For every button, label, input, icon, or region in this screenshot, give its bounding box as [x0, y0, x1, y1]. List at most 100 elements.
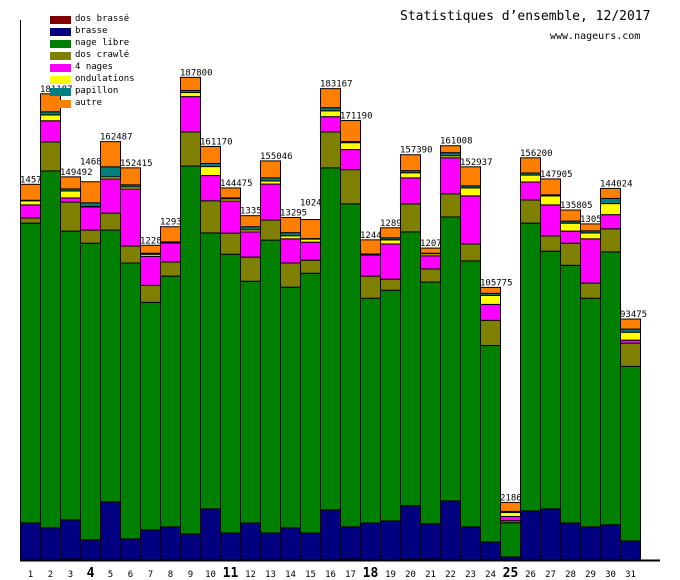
- bar-segment-dos-crawl-: [260, 219, 281, 241]
- bar-segment-autre: [620, 318, 641, 330]
- bar-segment-4-nages: [520, 181, 541, 201]
- bar-segment-4-nages: [100, 178, 121, 214]
- legend-label: dos brassé: [75, 14, 130, 24]
- bar-segment-4-nages: [180, 96, 201, 133]
- bar-segment-brasse: [340, 526, 361, 560]
- bar-segment-dos-crawl-: [340, 169, 361, 205]
- x-tick-label: 12: [245, 570, 256, 580]
- x-tick-label: 10: [205, 570, 216, 580]
- x-tick-label: 25: [503, 566, 519, 580]
- bar-total-label: 93475: [620, 310, 647, 320]
- bar-segment-brasse: [480, 541, 501, 561]
- bar-segment-ondulations: [180, 92, 201, 98]
- bar-segment-brasse: [200, 508, 221, 561]
- bar-segment-ondulations: [520, 174, 541, 183]
- bar-segment-brasse: [120, 538, 141, 561]
- bar-segment-4-nages: [260, 183, 281, 221]
- bar-segment-dos-crawl-: [360, 275, 381, 299]
- bar-segment-autre: [520, 157, 541, 174]
- bar-segment-dos-crawl-: [100, 212, 121, 231]
- bar-segment-ondulations: [600, 203, 621, 216]
- bar-segment-brasse: [380, 520, 401, 561]
- bar-total-label: 1024: [300, 199, 322, 209]
- bar-segment-dos-crawl-: [520, 199, 541, 224]
- bar-segment-4-nages: [380, 243, 401, 280]
- bar-segment-brasse: [320, 509, 341, 561]
- bar-segment-nage-libre: [420, 281, 441, 525]
- bar-segment-nage-libre: [60, 230, 81, 521]
- x-tick-label: 24: [485, 570, 496, 580]
- bar-segment-autre: [160, 226, 181, 243]
- bar-segment-4-nages: [600, 214, 621, 230]
- bar-segment-brasse: [240, 522, 261, 561]
- bar-segment-dos-crawl-: [180, 131, 201, 167]
- bar-segment-autre: [220, 187, 241, 199]
- bar-total-label: 147905: [540, 170, 573, 180]
- bar-segment-autre: [320, 88, 341, 109]
- bar-segment-autre: [140, 244, 161, 254]
- bar-segment-4-nages: [120, 188, 141, 247]
- x-tick-label: 13: [265, 570, 276, 580]
- bar-segment-autre: [20, 183, 41, 201]
- legend-swatch: [50, 76, 71, 84]
- bar-segment-ondulations: [60, 190, 81, 199]
- bar-total-label: 135805: [560, 201, 593, 211]
- bar-segment-brasse: [540, 508, 561, 561]
- bar-segment-autre: [580, 223, 601, 232]
- bar-segment-autre: [500, 501, 521, 512]
- bar-segment-dos-crawl-: [20, 217, 41, 224]
- bar-segment-dos-crawl-: [220, 232, 241, 255]
- bar-segment-nage-libre: [560, 264, 581, 524]
- bar-segment-brasse: [580, 526, 601, 561]
- bar-segment-brasse: [40, 527, 61, 561]
- bar-segment-autre: [360, 239, 381, 255]
- bar-segment-nage-libre: [300, 272, 321, 534]
- bar-segment-autre: [300, 219, 321, 240]
- bar-segment-nage-libre: [20, 222, 41, 524]
- bar-segment-autre: [80, 181, 101, 204]
- bar-segment-brasse: [520, 510, 541, 561]
- bar-segment-4-nages: [360, 254, 381, 277]
- bar-segment-nage-libre: [200, 232, 221, 510]
- bar-total-label: 1457: [20, 175, 42, 185]
- x-tick-label: 23: [465, 570, 476, 580]
- x-tick-label: 3: [68, 570, 73, 580]
- x-tick-label: 26: [525, 570, 536, 580]
- bar-total-label: 157390: [400, 146, 433, 156]
- bar-segment-4-nages: [300, 241, 321, 261]
- legend-label: nage libre: [75, 38, 130, 48]
- bar-segment-4-nages: [240, 231, 261, 258]
- bar-segment-nage-libre: [520, 222, 541, 512]
- bar-segment-nage-libre: [280, 286, 301, 529]
- bar-segment-dos-crawl-: [560, 242, 581, 266]
- bar-segment-4-nages: [80, 206, 101, 231]
- bar-segment-brasse: [80, 539, 101, 561]
- x-tick-label: 14: [285, 570, 296, 580]
- bar-segment-nage-libre: [220, 253, 241, 534]
- bar-total-label: 171190: [340, 112, 373, 122]
- bar-segment-ondulations: [460, 187, 481, 197]
- x-tick-label: 4: [87, 566, 95, 580]
- x-tick-label: 1: [28, 570, 33, 580]
- bar-segment-dos-crawl-: [240, 256, 261, 282]
- bar-segment-nage-libre: [380, 289, 401, 522]
- bar-segment-nage-libre: [360, 297, 381, 524]
- x-tick-label: 19: [385, 570, 396, 580]
- bar-segment-nage-libre: [140, 301, 161, 531]
- bar-segment-ondulations: [620, 331, 641, 341]
- bar-segment-4-nages: [540, 204, 561, 237]
- bar-segment-4-nages: [280, 238, 301, 264]
- bar-segment-dos-crawl-: [200, 200, 221, 234]
- bar-segment-dos-crawl-: [60, 201, 81, 232]
- x-tick-label: 28: [565, 570, 576, 580]
- legend-swatch: [50, 16, 71, 24]
- bar-segment-ondulations: [580, 232, 601, 240]
- bar-segment-dos-crawl-: [380, 278, 401, 291]
- bar-segment-nage-libre: [120, 262, 141, 540]
- bar-segment-autre: [280, 216, 301, 234]
- bar-segment-dos-crawl-: [440, 193, 461, 218]
- bar-segment-4-nages: [340, 149, 361, 171]
- bar-segment-brasse: [20, 522, 41, 561]
- bar-segment-autre: [100, 141, 121, 168]
- bar-segment-brasse: [560, 522, 581, 561]
